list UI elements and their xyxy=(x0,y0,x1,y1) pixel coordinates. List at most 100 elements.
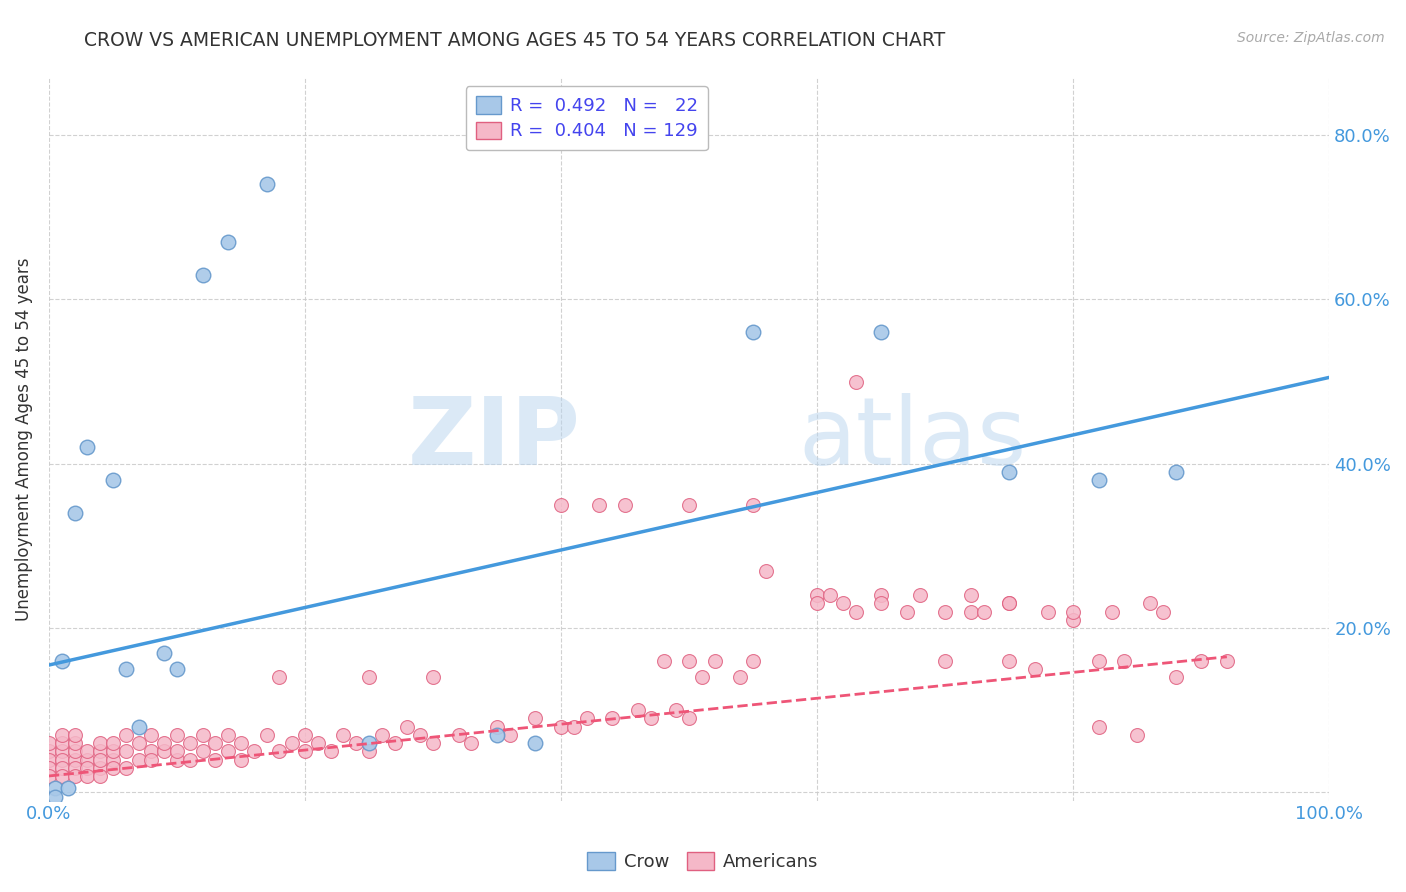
Point xyxy=(51,752,73,766)
Point xyxy=(1126,728,1149,742)
Point xyxy=(229,752,252,766)
Point xyxy=(51,736,73,750)
Point xyxy=(1114,654,1136,668)
Point xyxy=(357,670,380,684)
Point xyxy=(845,375,868,389)
Point xyxy=(1164,670,1187,684)
Point xyxy=(307,736,329,750)
Point xyxy=(357,744,380,758)
Point xyxy=(141,752,163,766)
Point xyxy=(332,728,354,742)
Point xyxy=(217,744,239,758)
Point xyxy=(678,498,700,512)
Point xyxy=(384,736,406,750)
Point xyxy=(217,728,239,742)
Point xyxy=(1101,605,1123,619)
Point xyxy=(562,720,585,734)
Point xyxy=(128,736,150,750)
Point xyxy=(38,744,60,758)
Point xyxy=(217,235,239,249)
Point xyxy=(357,736,380,750)
Point xyxy=(101,761,124,775)
Legend: Crow, Americans: Crow, Americans xyxy=(581,846,825,879)
Point xyxy=(1062,613,1084,627)
Point xyxy=(588,498,610,512)
Point xyxy=(256,728,278,742)
Point xyxy=(640,711,662,725)
Point xyxy=(38,736,60,750)
Point xyxy=(998,654,1021,668)
Point xyxy=(896,605,918,619)
Point xyxy=(678,654,700,668)
Legend: R =  0.492   N =   22, R =  0.404   N = 129: R = 0.492 N = 22, R = 0.404 N = 129 xyxy=(465,87,707,150)
Point xyxy=(319,744,342,758)
Point xyxy=(998,596,1021,610)
Point xyxy=(1152,605,1174,619)
Point xyxy=(934,605,956,619)
Point xyxy=(409,728,432,742)
Point xyxy=(742,498,765,512)
Point xyxy=(499,728,522,742)
Point xyxy=(269,744,291,758)
Point xyxy=(89,744,111,758)
Point xyxy=(806,588,828,602)
Point xyxy=(959,605,981,619)
Point xyxy=(76,744,98,758)
Point xyxy=(141,744,163,758)
Point xyxy=(89,761,111,775)
Point xyxy=(38,761,60,775)
Point xyxy=(51,761,73,775)
Point xyxy=(486,720,509,734)
Point xyxy=(460,736,482,750)
Point xyxy=(742,654,765,668)
Point xyxy=(973,605,995,619)
Point xyxy=(153,736,176,750)
Point xyxy=(63,506,86,520)
Point xyxy=(128,720,150,734)
Point xyxy=(243,744,266,758)
Point xyxy=(179,752,201,766)
Point xyxy=(831,596,853,610)
Point xyxy=(51,654,73,668)
Point xyxy=(742,325,765,339)
Text: ZIP: ZIP xyxy=(408,393,581,485)
Point xyxy=(908,588,931,602)
Point xyxy=(614,498,637,512)
Text: CROW VS AMERICAN UNEMPLOYMENT AMONG AGES 45 TO 54 YEARS CORRELATION CHART: CROW VS AMERICAN UNEMPLOYMENT AMONG AGES… xyxy=(84,31,946,50)
Point xyxy=(600,711,623,725)
Point xyxy=(101,736,124,750)
Point xyxy=(870,588,893,602)
Point xyxy=(89,752,111,766)
Point xyxy=(76,440,98,454)
Point xyxy=(166,752,188,766)
Point xyxy=(422,670,444,684)
Point xyxy=(166,662,188,676)
Point xyxy=(114,761,136,775)
Point xyxy=(1088,720,1111,734)
Point xyxy=(114,744,136,758)
Point xyxy=(396,720,419,734)
Point xyxy=(89,769,111,783)
Point xyxy=(1088,473,1111,487)
Point xyxy=(63,728,86,742)
Text: Source: ZipAtlas.com: Source: ZipAtlas.com xyxy=(1237,31,1385,45)
Point xyxy=(486,728,509,742)
Point xyxy=(818,588,841,602)
Point xyxy=(1036,605,1059,619)
Point xyxy=(1216,654,1239,668)
Point xyxy=(101,744,124,758)
Point xyxy=(998,465,1021,479)
Point xyxy=(51,728,73,742)
Point xyxy=(344,736,367,750)
Point xyxy=(524,736,547,750)
Point xyxy=(63,752,86,766)
Point xyxy=(1088,654,1111,668)
Point xyxy=(627,703,650,717)
Point xyxy=(44,781,66,796)
Point xyxy=(959,588,981,602)
Point xyxy=(294,728,316,742)
Text: atlas: atlas xyxy=(799,393,1026,485)
Point xyxy=(371,728,394,742)
Point xyxy=(229,736,252,750)
Point xyxy=(269,670,291,684)
